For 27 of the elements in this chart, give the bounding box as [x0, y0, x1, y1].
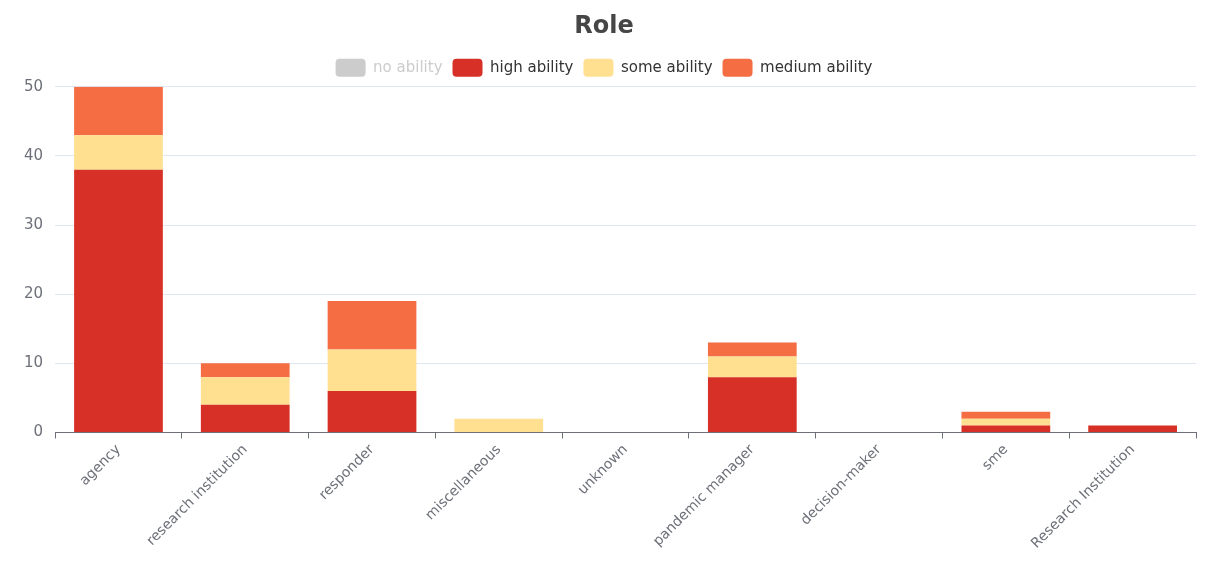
bar — [707, 377, 797, 432]
y-tick-label: 30 — [23, 214, 44, 233]
y-tick-label: 40 — [23, 145, 44, 164]
bar — [327, 349, 417, 391]
y-tick-label: 20 — [23, 284, 44, 303]
legend-label: high ability — [490, 57, 574, 76]
bar — [200, 404, 290, 432]
bar — [327, 390, 417, 432]
chart-title: Role — [574, 10, 634, 39]
bar — [707, 342, 797, 357]
bar — [74, 86, 163, 136]
y-tick-label: 10 — [23, 353, 44, 372]
bar — [200, 363, 290, 378]
bar — [961, 418, 1051, 426]
legend-label: medium ability — [760, 57, 873, 76]
bar — [454, 418, 544, 432]
legend-label: some ability — [620, 57, 713, 76]
bar — [1088, 425, 1177, 432]
bar — [961, 411, 1051, 419]
bar — [74, 169, 163, 432]
y-tick-label: 50 — [23, 76, 44, 95]
bar — [200, 377, 290, 405]
bar — [707, 356, 797, 378]
bar — [327, 301, 417, 350]
y-tick-label: 0 — [33, 422, 44, 441]
bar — [961, 425, 1051, 432]
bar — [74, 135, 163, 170]
